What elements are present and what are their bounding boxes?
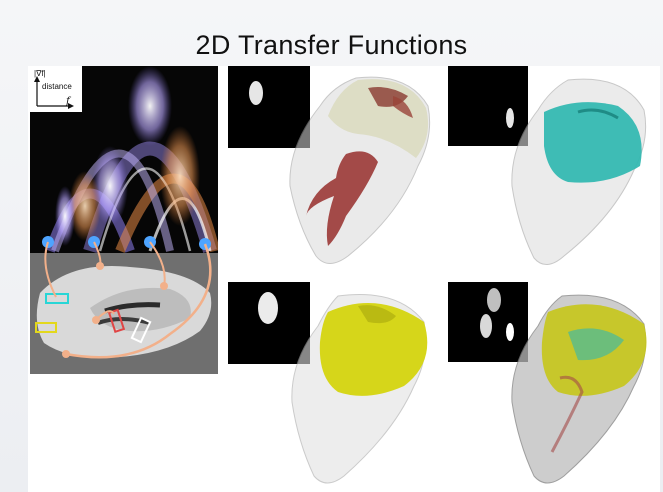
- transfer-function-editor: |∇f| distance f: [30, 66, 218, 374]
- transfer-function-thumbnail: [448, 66, 528, 146]
- 2d-histogram: |∇f| distance f: [30, 66, 218, 253]
- tooth-render-cyan: [511, 78, 647, 265]
- tooth-render-yellow: [291, 293, 428, 484]
- yellow-roi[interactable]: [35, 322, 57, 333]
- value-axis-label: f: [66, 96, 70, 107]
- render-tile-combined: [448, 282, 660, 492]
- slide-title: 2D Transfer Functions: [195, 30, 468, 60]
- histogram-axis-legend: |∇f| distance f: [30, 66, 82, 112]
- axes-arrows-icon: [34, 76, 74, 109]
- render-tile-pulp: [228, 66, 438, 276]
- transfer-function-thumbnail: [228, 282, 310, 364]
- distance-label: distance: [42, 82, 72, 91]
- transfer-function-thumbnail: [448, 282, 528, 362]
- render-tile-enamel-cyan: [448, 66, 660, 276]
- ct-slice-view: [30, 253, 218, 374]
- tooth-render-pulp: [289, 76, 431, 264]
- tooth-render-combined: [511, 294, 647, 484]
- gradient-magnitude-label: |∇f|: [34, 69, 46, 78]
- transfer-function-thumbnail: [228, 66, 310, 148]
- render-tile-dentin-yellow: [228, 282, 438, 492]
- figure: |∇f| distance f: [28, 66, 660, 492]
